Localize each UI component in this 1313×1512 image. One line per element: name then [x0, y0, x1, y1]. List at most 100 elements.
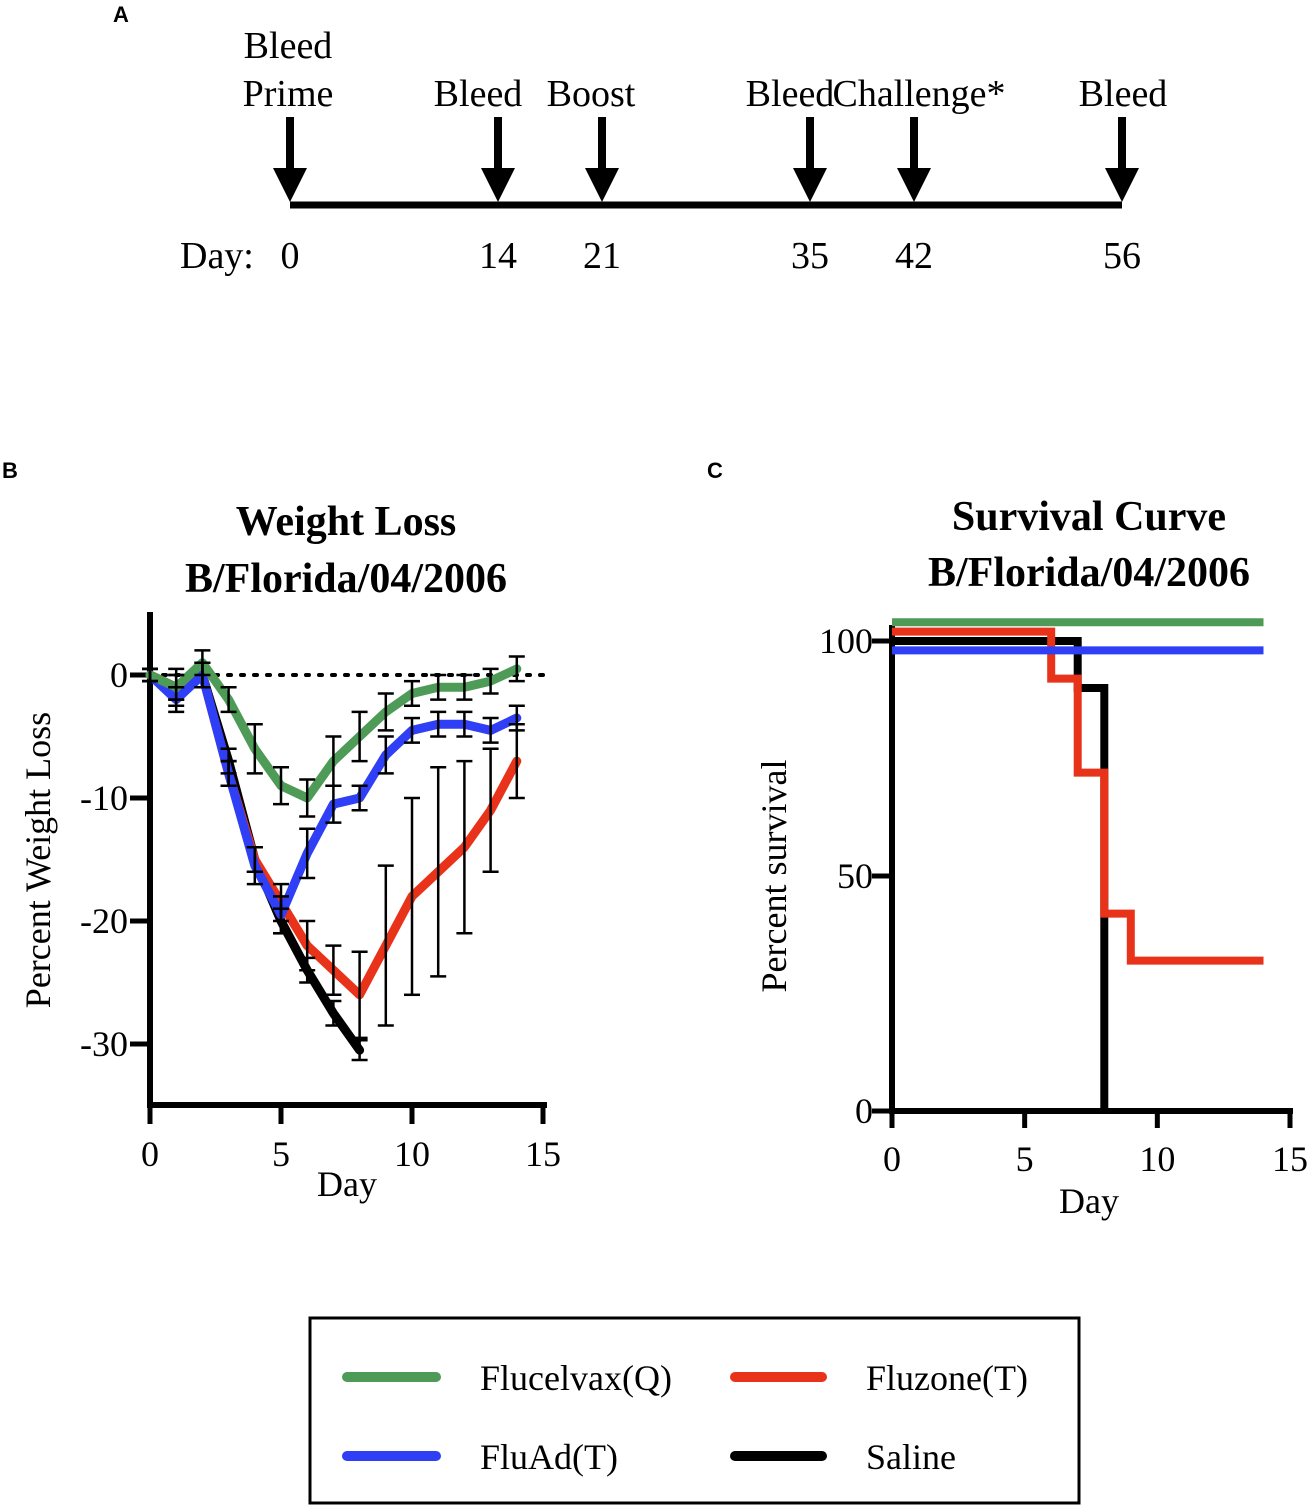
error-bar [508, 655, 525, 683]
timeline-event-label: Prime [243, 73, 334, 115]
timeline-arrow [1105, 117, 1139, 202]
error-bar [299, 919, 316, 972]
survival-title-line2: B/Florida/04/2006 [928, 550, 1250, 596]
error-bar [404, 679, 420, 707]
timeline: Day: 0 Bleed Prime 14 Bleed 21 Boost 35 Bleed 42 C… [180, 25, 1167, 277]
survival-x-label: Day [1059, 1181, 1119, 1221]
arrow-head [897, 168, 931, 202]
error-bar [194, 649, 211, 677]
timeline-day-value: 14 [479, 235, 517, 277]
survival-series-line [892, 637, 1109, 1111]
error-bar [377, 692, 394, 732]
error-bar [351, 1039, 368, 1062]
legend-item: Fluzone(T) [730, 1358, 1028, 1398]
timeline-day-value: 0 [281, 235, 300, 277]
error-bar [299, 827, 316, 880]
x-tick-label: 15 [1272, 1139, 1308, 1179]
survival-title-line1: Survival Curve [952, 494, 1226, 540]
y-tick-label: 0 [855, 1091, 873, 1131]
panel-c-label: C [707, 458, 723, 483]
timeline-day-value: 56 [1103, 235, 1141, 277]
error-bar [325, 944, 342, 997]
error-bar [351, 950, 368, 1040]
error-bar [325, 735, 342, 787]
error-bar [482, 667, 499, 695]
survival-y-label: Percent survival [754, 760, 794, 993]
error-bar [246, 722, 263, 775]
timeline-day-value: 42 [895, 235, 933, 277]
error-bar [299, 778, 316, 818]
timeline-arrow [273, 117, 307, 202]
legend-label: FluAd(T) [480, 1437, 618, 1477]
error-bar [273, 895, 289, 935]
legend-label: Saline [866, 1437, 956, 1477]
legend-label: Fluzone(T) [866, 1358, 1028, 1398]
survival-chart: Survival Curve B/Florida/04/2006 Percent… [754, 494, 1308, 1221]
arrow-head [1105, 168, 1139, 202]
arrow-head [481, 168, 515, 202]
timeline-event-label: Bleed [746, 73, 835, 115]
legend-label: Flucelvax(Q) [480, 1358, 672, 1398]
legend-item: FluAd(T) [342, 1437, 618, 1477]
x-tick-label: 5 [1016, 1139, 1034, 1179]
weight-loss-y-label: Percent Weight Loss [18, 712, 58, 1008]
y-tick-label: 0 [110, 655, 128, 695]
timeline-arrow [585, 117, 619, 202]
survival-series-line [892, 627, 1264, 965]
weight-loss-chart: Weight Loss B/Florida/04/2006 Percent We… [18, 499, 561, 1204]
y-tick-label: -10 [80, 778, 128, 818]
error-bar [430, 766, 447, 978]
error-bar [456, 759, 473, 935]
x-tick-label: 10 [394, 1134, 430, 1174]
legend-frame [308, 1316, 1081, 1505]
error-bar [325, 999, 342, 1027]
error-bar [351, 784, 368, 812]
timeline-event-label: Challenge* [832, 73, 1005, 115]
panel-b-label: B [2, 458, 18, 483]
error-bar [430, 673, 447, 701]
y-tick-label: 50 [837, 856, 873, 896]
timeline-arrow [897, 117, 931, 202]
error-bar [220, 759, 237, 787]
error-bar [404, 716, 420, 744]
error-bar [273, 766, 289, 806]
error-bar [482, 747, 499, 874]
timeline-event-label: Boost [547, 73, 636, 115]
error-bar [377, 735, 394, 775]
x-tick-label: 5 [272, 1134, 290, 1174]
timeline-arrow [481, 117, 515, 202]
timeline-event-label: Bleed [244, 25, 333, 67]
arrow-head [793, 168, 827, 202]
error-bar [351, 710, 368, 763]
x-tick-label: 0 [883, 1139, 901, 1179]
timeline-event-label: Bleed [434, 73, 523, 115]
timeline-day-value: 35 [791, 235, 829, 277]
arrow-head [273, 168, 307, 202]
weight-loss-title-line1: Weight Loss [236, 499, 457, 545]
y-tick-label: 100 [819, 621, 873, 661]
timeline-arrow [793, 117, 827, 202]
error-bar [404, 796, 420, 997]
x-tick-label: 0 [141, 1134, 159, 1174]
weight-loss-x-label: Day [317, 1164, 377, 1204]
error-bar [220, 686, 237, 714]
error-bar [508, 722, 525, 800]
error-bar [456, 710, 473, 738]
timeline-day-label: Day: [180, 235, 254, 277]
weight-loss-title-line2: B/Florida/04/2006 [185, 556, 507, 602]
error-bar [168, 667, 185, 707]
error-bar [456, 673, 473, 701]
y-tick-label: -20 [80, 901, 128, 941]
legend-item: Flucelvax(Q) [342, 1358, 672, 1398]
y-tick-label: -30 [80, 1024, 128, 1064]
error-bar [508, 704, 525, 732]
error-bar [142, 667, 158, 683]
error-bar [482, 716, 499, 744]
legend: Flucelvax(Q) Fluzone(T) FluAd(T) Saline [308, 1316, 1081, 1505]
timeline-day-value: 21 [583, 235, 621, 277]
error-bar [430, 710, 447, 738]
error-bar [377, 864, 394, 1027]
x-tick-label: 10 [1139, 1139, 1175, 1179]
error-bar [246, 845, 263, 886]
